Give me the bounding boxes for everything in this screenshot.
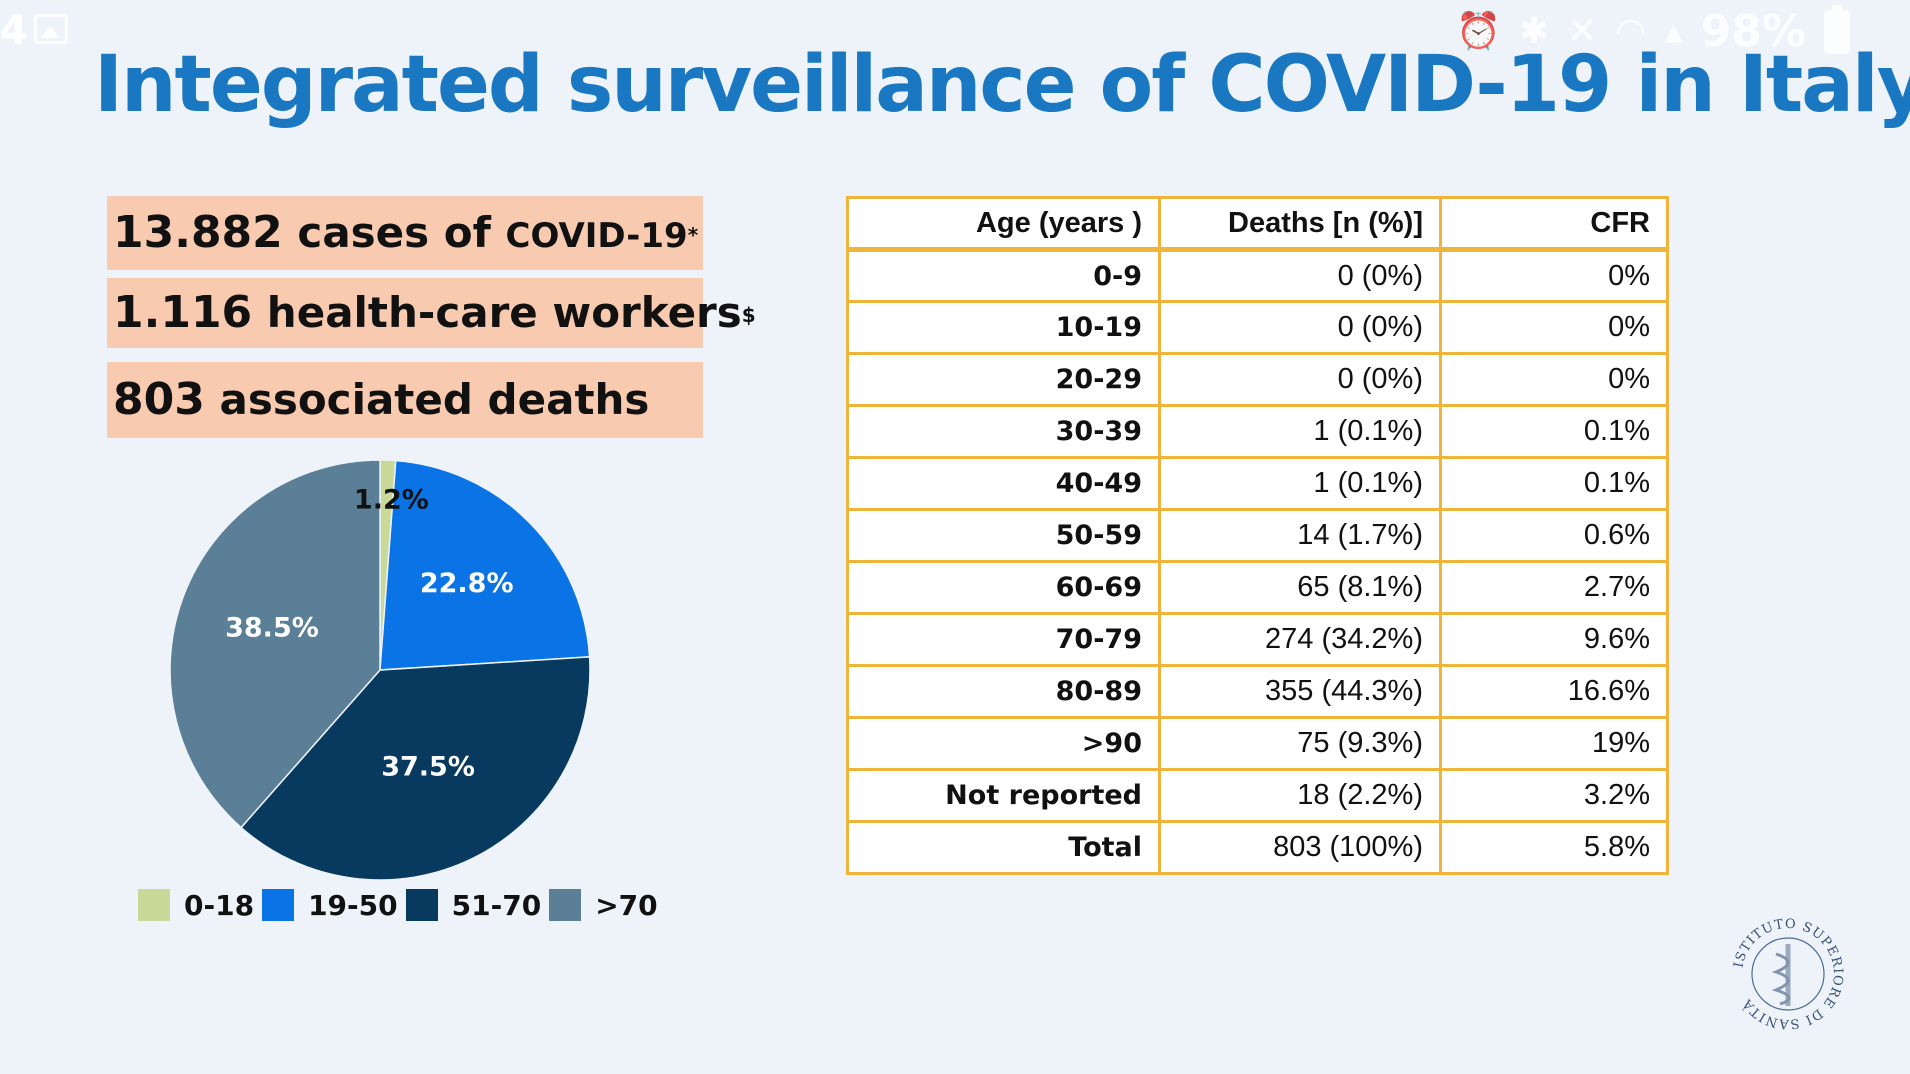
cfr-cell: 0% [1439, 248, 1669, 303]
cfr-cell: 9.6% [1439, 612, 1669, 667]
deaths-cell: 0 (0%) [1158, 300, 1442, 355]
cfr-cell: 0.1% [1439, 404, 1669, 459]
age-cell: 40-49 [846, 456, 1161, 511]
legend-item->70: >70 [549, 888, 658, 922]
legend-item-51-70: 51-70 [405, 888, 542, 922]
table-row: Not reported 18 (2.2%) 3.2% [846, 768, 1669, 823]
legend-swatch [262, 889, 295, 921]
table-row: 60-69 65 (8.1%) 2.7% [846, 560, 1669, 615]
deaths-text: associated deaths [204, 375, 650, 424]
pie-label-0-18: 1.2% [354, 484, 429, 515]
pie-label-51-70: 37.5% [381, 752, 475, 783]
pie-label->70: 38.5% [225, 613, 319, 644]
table-row: 80-89 355 (44.3%) 16.6% [846, 664, 1669, 719]
age-cell: 60-69 [846, 560, 1161, 615]
pie-slice->70 [169, 459, 381, 829]
header-deaths: Deaths [n (%)] [1158, 196, 1442, 252]
cases-footnote-mark: * [687, 223, 699, 247]
deaths-cell: 355 (44.3%) [1158, 664, 1442, 719]
bluetooth-icon: ✱ [1518, 11, 1549, 52]
age-cell: 20-29 [846, 352, 1161, 407]
deaths-cell: 14 (1.7%) [1158, 508, 1442, 563]
table-row: 10-19 0 (0%) 0% [846, 300, 1669, 355]
age-cell: 0-9 [846, 248, 1161, 303]
table-row: 70-79 274 (34.2%) 9.6% [846, 612, 1669, 667]
legend-item-19-50: 19-50 [262, 889, 398, 922]
age-cell: 70-79 [846, 612, 1161, 667]
cfr-cell: 0.6% [1439, 508, 1669, 563]
table-row: 20-29 0 (0%) 0% [846, 352, 1669, 407]
legend-label: 51-70 [451, 888, 542, 922]
header-age: Age (years ) [846, 196, 1161, 252]
pie-legend: 0-18 19-50 51-70 >70 [138, 886, 666, 924]
battery-icon [1824, 5, 1850, 54]
cases-number: 13.882 [113, 207, 283, 258]
alarm-icon: ⏰ [1456, 11, 1501, 52]
status-icons: ⏰ ✱ ✕ ◠ ▴ 98% [1456, 4, 1850, 60]
header-cfr: CFR [1439, 196, 1669, 252]
mute-icon: ✕ [1567, 11, 1598, 52]
hcw-footnote-mark: $ [741, 303, 756, 327]
table-row: 40-49 1 (0.1%) 0.1% [846, 456, 1669, 511]
deaths-number: 803 [113, 374, 205, 425]
table-row: 50-59 14 (1.7%) 0.6% [846, 508, 1669, 563]
wifi-icon: ◠ [1615, 11, 1647, 52]
cfr-cell: 2.7% [1439, 560, 1669, 615]
cfr-cell: 3.2% [1439, 768, 1669, 823]
pie-slice-19-50 [379, 459, 591, 671]
cfr-cell: 0% [1439, 352, 1669, 407]
cfr-cell: 0.1% [1439, 456, 1669, 511]
legend-label: 19-50 [308, 888, 398, 922]
age-pie-chart: 1.2% 22.8% 37.5% 38.5% [169, 459, 591, 881]
deaths-by-age-table: Age (years ) Deaths [n (%)] CFR 0-9 0 (0%… [846, 196, 1669, 875]
legend-swatch [138, 889, 170, 921]
deaths-cell: 75 (9.3%) [1158, 716, 1442, 771]
age-cell: 50-59 [846, 508, 1161, 563]
cfr-cell: 0% [1439, 300, 1669, 355]
legend-label: 0-18 [184, 888, 255, 922]
cases-disease: COVID-19 [505, 216, 688, 256]
table-header-row: Age (years ) Deaths [n (%)] CFR [846, 196, 1669, 252]
cases-text: cases of [282, 208, 506, 257]
deaths-cell: 0 (0%) [1158, 352, 1442, 407]
deaths-cell: 803 (100%) [1158, 820, 1442, 875]
legend-swatch [549, 889, 582, 921]
deaths-cell: 18 (2.2%) [1158, 768, 1442, 823]
deaths-cell: 0 (0%) [1158, 248, 1442, 303]
age-cell: Not reported [846, 768, 1161, 823]
image-icon [34, 14, 68, 44]
signal-icon: ▴ [1664, 11, 1683, 52]
status-left-text: 4 [0, 8, 28, 54]
deaths-stat: 803 associated deaths [107, 362, 703, 438]
age-cell: 30-39 [846, 404, 1161, 459]
status-bar: 4 ⏰ ✱ ✕ ◠ ▴ 98% [0, 0, 1910, 60]
deaths-cell: 274 (34.2%) [1158, 612, 1442, 667]
cases-stat: 13.882 cases of COVID-19* [107, 196, 703, 270]
cfr-cell: 16.6% [1439, 664, 1669, 719]
table-row: 30-39 1 (0.1%) 0.1% [846, 404, 1669, 459]
hcw-number: 1.116 [113, 287, 253, 338]
table-row: 0-9 0 (0%) 0% [846, 248, 1669, 303]
age-cell: 80-89 [846, 664, 1161, 719]
age-cell: Total [846, 820, 1161, 875]
legend-swatch [405, 889, 438, 921]
cfr-cell: 19% [1439, 716, 1669, 771]
cfr-cell: 5.8% [1439, 820, 1669, 875]
slide-title: Integrated surveillance of COVID-19 in I… [94, 40, 1910, 130]
hcw-stat: 1.116 health-care workers$ [107, 278, 756, 348]
age-cell: >90 [846, 716, 1161, 771]
deaths-cell: 65 (8.1%) [1158, 560, 1442, 615]
table-row: >90 75 (9.3%) 19% [846, 716, 1669, 771]
legend-label: >70 [595, 888, 658, 922]
pie-slice-51-70 [240, 656, 591, 881]
hcw-text: health-care workers [252, 288, 742, 337]
iss-seal-logo: ISTITUTO SUPERIORE DI SANITÀ [1731, 917, 1844, 1032]
legend-item-0-18: 0-18 [138, 889, 254, 922]
deaths-cell: 1 (0.1%) [1158, 404, 1442, 459]
age-cell: 10-19 [846, 300, 1161, 355]
battery-percent: 98% [1700, 6, 1806, 57]
pie-label-19-50: 22.8% [420, 568, 514, 599]
deaths-cell: 1 (0.1%) [1158, 456, 1442, 511]
table-row-total: Total 803 (100%) 5.8% [846, 820, 1669, 875]
